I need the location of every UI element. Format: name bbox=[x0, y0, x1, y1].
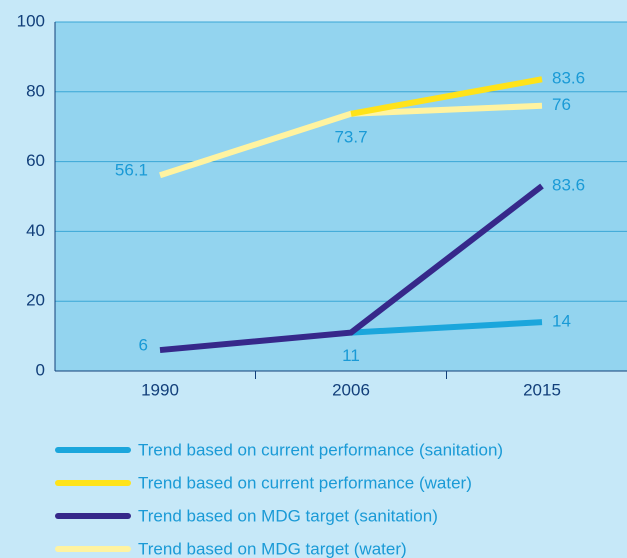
x-tick-label: 1990 bbox=[141, 380, 179, 399]
x-tick-label: 2015 bbox=[523, 380, 561, 399]
series-line bbox=[350, 76, 543, 117]
data-label: 76 bbox=[552, 95, 571, 114]
legend-label: Trend based on MDG target (water) bbox=[138, 539, 407, 558]
x-tick-label: 2006 bbox=[332, 380, 370, 399]
legend-label: Trend based on current performance (wate… bbox=[138, 473, 472, 492]
data-label: 56.1 bbox=[115, 161, 148, 180]
annotation: 83.6 bbox=[552, 176, 585, 195]
plot-area bbox=[55, 22, 627, 371]
series-line bbox=[350, 319, 543, 336]
data-label: 14 bbox=[552, 312, 571, 331]
series-line bbox=[159, 183, 544, 354]
data-label: 73.7 bbox=[334, 127, 367, 146]
y-tick-label: 100 bbox=[17, 11, 45, 30]
data-label: 6 bbox=[139, 336, 148, 355]
y-tick-label: 80 bbox=[26, 81, 45, 100]
data-label: 11 bbox=[342, 346, 360, 365]
y-tick-label: 40 bbox=[26, 221, 45, 240]
y-tick-label: 0 bbox=[36, 360, 45, 379]
legend-label: Trend based on MDG target (sanitation) bbox=[138, 506, 438, 525]
y-tick-label: 20 bbox=[26, 291, 45, 310]
y-tick-label: 60 bbox=[26, 151, 45, 170]
data-label: 83.6 bbox=[552, 69, 585, 88]
legend-label: Trend based on current performance (sani… bbox=[138, 440, 503, 459]
